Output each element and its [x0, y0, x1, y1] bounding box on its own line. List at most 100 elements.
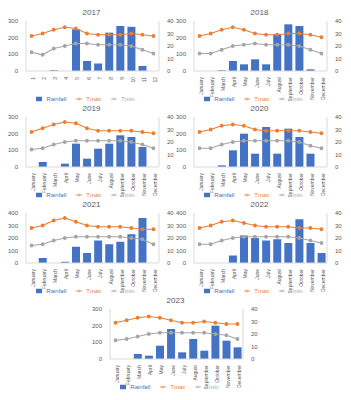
svg-text:40: 40 — [167, 210, 174, 216]
svg-text:October: October — [298, 77, 304, 95]
svg-text:October: October — [298, 173, 304, 191]
svg-text:300: 300 — [8, 18, 19, 24]
svg-text:October: October — [298, 269, 304, 287]
svg-text:November: November — [309, 269, 315, 292]
svg-text:July: July — [97, 269, 103, 278]
svg-text:September: September — [119, 173, 125, 198]
svg-text:20: 20 — [167, 139, 174, 145]
svg-text:0: 0 — [335, 164, 339, 170]
svg-text:300: 300 — [176, 114, 187, 120]
svg-text:10: 10 — [335, 152, 342, 158]
svg-text:March: March — [52, 173, 58, 187]
svg-text:4: 4 — [63, 77, 69, 80]
svg-text:April: April — [231, 269, 237, 279]
svg-text:September: September — [287, 269, 293, 294]
svg-text:August: August — [108, 268, 114, 284]
svg-text:October: October — [214, 365, 220, 383]
svg-text:10: 10 — [167, 56, 174, 62]
svg-text:20: 20 — [251, 331, 258, 337]
svg-text:0: 0 — [183, 260, 187, 266]
svg-text:300: 300 — [176, 18, 187, 24]
svg-text:40: 40 — [167, 114, 174, 120]
svg-text:August: August — [276, 76, 282, 92]
svg-text:3: 3 — [52, 77, 58, 80]
svg-text:July: July — [181, 365, 187, 374]
svg-text:August: August — [276, 268, 282, 284]
svg-text:11: 11 — [141, 77, 147, 82]
svg-text:July: July — [265, 173, 271, 182]
svg-text:12: 12 — [152, 77, 158, 83]
svg-text:40: 40 — [335, 114, 342, 120]
svg-text:February: February — [41, 269, 47, 290]
svg-text:March: March — [220, 77, 226, 91]
svg-text:September: September — [287, 77, 293, 102]
svg-text:May: May — [74, 269, 80, 279]
svg-text:40: 40 — [335, 18, 342, 24]
svg-text:May: May — [242, 77, 248, 87]
svg-text:0: 0 — [167, 164, 171, 170]
svg-text:May: May — [74, 173, 80, 183]
svg-text:300: 300 — [8, 223, 19, 229]
svg-text:August: August — [192, 364, 198, 380]
svg-text:100: 100 — [176, 51, 187, 57]
svg-text:200: 200 — [8, 235, 19, 241]
svg-text:10: 10 — [335, 56, 342, 62]
svg-text:October: October — [130, 269, 136, 287]
svg-text:20: 20 — [335, 139, 342, 145]
svg-text:December: December — [320, 269, 326, 292]
svg-text:100: 100 — [176, 147, 187, 153]
svg-text:August: August — [108, 172, 114, 188]
svg-text:April: April — [231, 173, 237, 183]
svg-text:10: 10 — [130, 77, 136, 83]
svg-text:20: 20 — [167, 235, 174, 241]
svg-text:30: 30 — [167, 127, 174, 133]
svg-text:January: January — [198, 269, 204, 287]
svg-text:200: 200 — [8, 131, 19, 137]
svg-text:0: 0 — [335, 68, 339, 74]
svg-text:30: 30 — [167, 31, 174, 37]
svg-text:30: 30 — [335, 223, 342, 229]
svg-text:100: 100 — [176, 248, 187, 254]
svg-text:December: December — [320, 173, 326, 196]
svg-text:200: 200 — [176, 131, 187, 137]
svg-text:8: 8 — [108, 77, 114, 80]
svg-text:November: November — [141, 269, 147, 292]
svg-text:10: 10 — [335, 248, 342, 254]
svg-text:July: July — [265, 77, 271, 86]
svg-text:January: January — [114, 365, 120, 383]
svg-text:December: December — [320, 77, 326, 100]
svg-text:10: 10 — [251, 344, 258, 350]
svg-text:20: 20 — [167, 43, 174, 49]
svg-text:February: February — [209, 77, 215, 98]
svg-text:February: February — [209, 173, 215, 194]
svg-text:40: 40 — [167, 18, 174, 24]
svg-text:0: 0 — [15, 164, 19, 170]
svg-text:5: 5 — [74, 77, 80, 80]
svg-text:March: March — [52, 269, 58, 283]
svg-text:June: June — [254, 173, 260, 184]
svg-text:March: March — [136, 365, 142, 379]
svg-text:December: December — [152, 173, 158, 196]
svg-text:0: 0 — [183, 164, 187, 170]
svg-text:November: November — [309, 173, 315, 196]
svg-text:June: June — [170, 365, 176, 376]
svg-text:January: January — [30, 173, 36, 191]
svg-text:200: 200 — [8, 35, 19, 41]
svg-text:May: May — [158, 365, 164, 375]
svg-text:October: October — [130, 173, 136, 191]
svg-text:20: 20 — [335, 235, 342, 241]
svg-text:February: February — [125, 365, 131, 386]
svg-text:0: 0 — [335, 260, 339, 266]
svg-text:April: April — [63, 269, 69, 279]
svg-text:June: June — [254, 77, 260, 88]
svg-text:July: July — [97, 173, 103, 182]
svg-text:September: September — [203, 365, 209, 390]
svg-text:200: 200 — [176, 35, 187, 41]
svg-text:100: 100 — [92, 339, 103, 345]
svg-text:100: 100 — [8, 51, 19, 57]
svg-text:400: 400 — [8, 210, 19, 216]
svg-text:300: 300 — [92, 306, 103, 312]
svg-text:December: December — [236, 365, 242, 388]
svg-text:20: 20 — [335, 43, 342, 49]
svg-text:February: February — [41, 173, 47, 194]
